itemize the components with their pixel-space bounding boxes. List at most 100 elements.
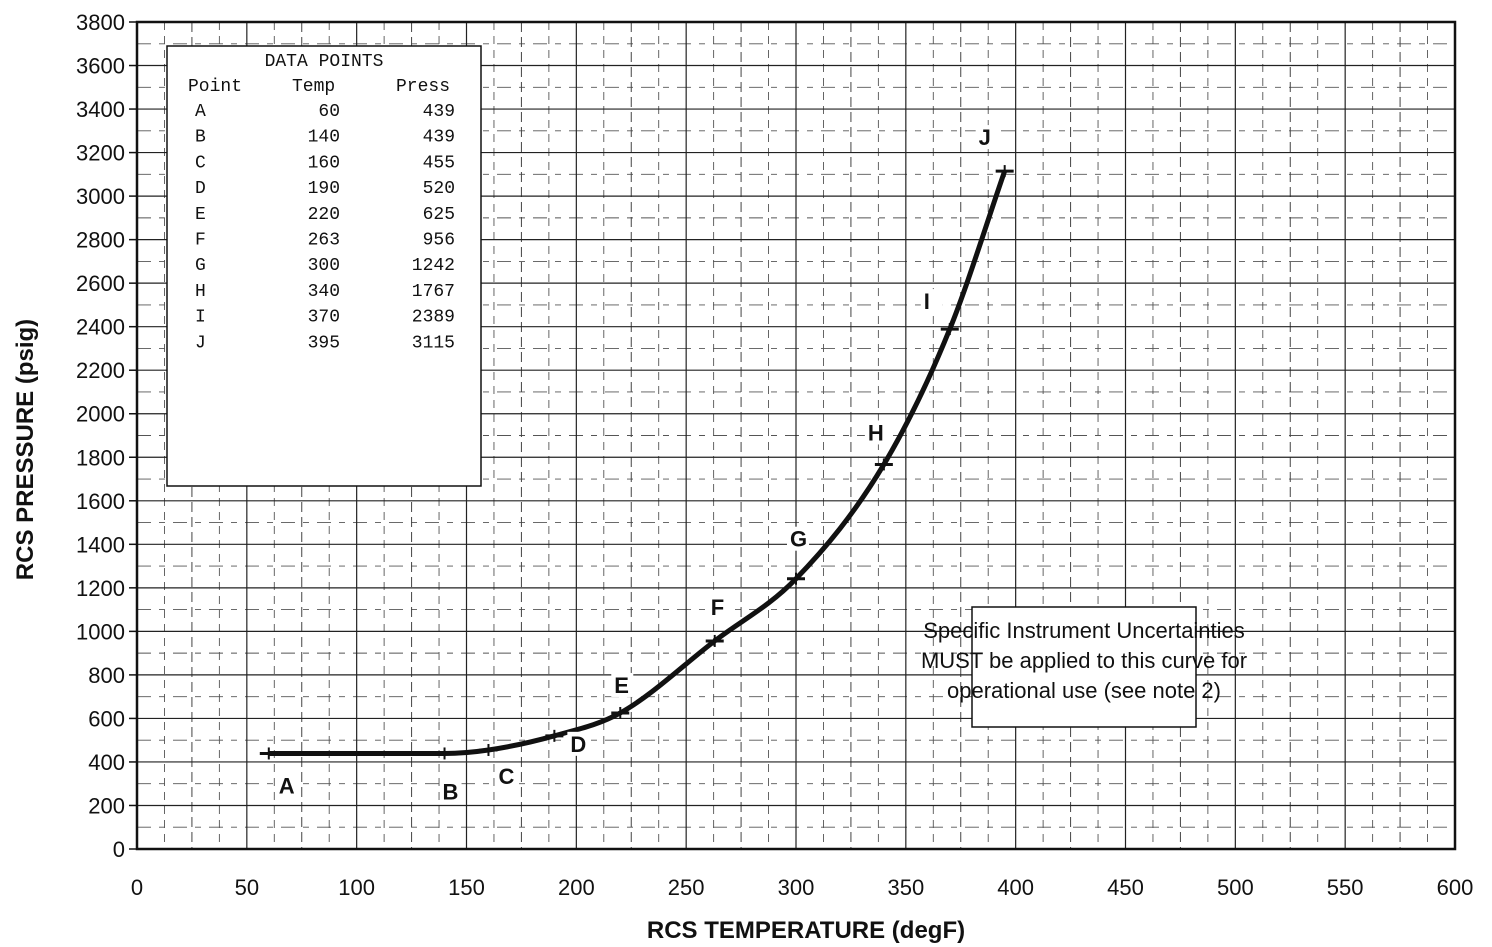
note-line: operational use (see note 2) [947,678,1221,703]
point-label-g: G [790,527,807,552]
table-title: DATA POINTS [265,52,384,72]
y-axis-ticks: 0 200 400 600 800 1000 1200 1400 1600 1800 2000 220… [76,10,137,862]
table-cell: A [195,102,206,122]
x-tick-label: 100 [338,875,375,900]
x-tick-label: 200 [558,875,595,900]
y-tick-label: 400 [88,750,125,775]
point-label-bg [707,594,730,619]
point-label-bg [611,672,634,697]
y-tick-label: 0 [113,837,125,862]
table-cell: 60 [318,102,340,122]
table-cell: 439 [423,128,455,148]
table-header-cell: Temp [292,77,335,97]
x-tick-label: 500 [1217,875,1254,900]
table-cell: E [195,205,206,225]
point-label-bg [439,779,462,804]
x-tick-label: 350 [887,875,924,900]
note-line: Specific Instrument Uncertainties [923,618,1245,643]
table-cell: 395 [308,333,340,353]
point-label-e: E [614,673,629,698]
x-tick-label: 50 [235,875,259,900]
point-label-bg [495,763,518,788]
x-tick-label: 550 [1327,875,1364,900]
y-tick-label: 1600 [76,489,125,514]
y-tick-label: 1400 [76,532,125,557]
table-cell: 220 [308,205,340,225]
y-tick-label: 2800 [76,228,125,253]
table-cell: 370 [308,308,340,328]
y-tick-label: 200 [88,793,125,818]
point-label-i: I [924,289,930,314]
table-cell: 340 [308,282,340,302]
point-label-bg [920,289,943,314]
table-cell: 160 [308,153,340,173]
point-label-b: B [443,779,459,804]
x-tick-label: 300 [778,875,815,900]
table-cell: 300 [308,256,340,276]
y-tick-label: 1800 [76,445,125,470]
y-tick-label: 3200 [76,141,125,166]
table-cell: 625 [423,205,455,225]
point-label-d: D [570,732,586,757]
table-cell: C [195,153,206,173]
table-cell: I [195,308,206,328]
table-header-cell: Point [188,77,242,97]
point-label-h: H [868,420,884,445]
table-cell: 1767 [412,282,455,302]
table-cell: G [195,256,206,276]
y-axis-label: RCS PRESSURE (psig) [12,319,39,580]
table-cell: 520 [423,179,455,199]
y-tick-label: 2600 [76,271,125,296]
x-axis-ticks: 0 50 100 150 200 250 300 350 400 450 500 550 600 [131,875,1473,900]
y-tick-label: 3000 [76,184,125,209]
point-label-f: F [711,595,724,620]
y-tick-label: 1200 [76,576,125,601]
x-tick-label: 0 [131,875,143,900]
y-tick-label: 600 [88,706,125,731]
point-label-j: J [979,125,991,150]
point-label-c: C [498,764,514,789]
table-box [166,45,482,487]
uncertainty-note: Specific Instrument Uncertainties MUST be… [921,606,1247,728]
point-label-bg [787,526,809,551]
x-tick-label: 400 [997,875,1034,900]
y-tick-label: 2400 [76,315,125,340]
x-tick-label: 600 [1437,875,1474,900]
pressure-curve-group: A B C D E F G H I J [259,125,1014,804]
table-cell: 263 [308,231,340,251]
x-tick-label: 150 [448,875,485,900]
y-tick-label: 3800 [76,10,125,35]
table-cell: J [195,333,206,353]
point-label-bg [975,125,998,150]
table-cell: H [195,282,206,302]
point-label-bg [567,731,590,756]
table-cell: 3115 [412,333,455,353]
y-tick-label: 800 [88,663,125,688]
point-label-a: A [279,773,295,798]
y-tick-label: 3600 [76,54,125,79]
table-cell: 439 [423,102,455,122]
table-cell: 190 [308,179,340,199]
x-tick-label: 250 [668,875,705,900]
table-header-cell: Press [396,77,450,97]
table-cell: F [195,231,206,251]
table-cell: 455 [423,153,455,173]
plot-frame [135,20,1457,851]
pressure-curve-line [268,170,1008,756]
y-tick-label: 2200 [76,358,125,383]
y-tick-label: 1000 [76,619,125,644]
table-cell: 1242 [412,256,455,276]
x-tick-label: 450 [1107,875,1144,900]
point-label-bg [864,420,887,445]
note-line: MUST be applied to this curve for [921,648,1247,673]
table-cell: 140 [308,128,340,148]
table-cell: 956 [423,231,455,251]
table-cell: B [195,128,206,148]
y-tick-label: 3400 [76,97,125,122]
point-label-bg [275,773,298,798]
table-cell: 2389 [412,308,455,328]
data-points-table: DATA POINTS Point Temp Press A 60 439 B 140 439 C 1… [166,45,482,487]
x-axis-label: RCS TEMPERATURE (degF) [647,917,965,944]
note-box [971,606,1197,728]
